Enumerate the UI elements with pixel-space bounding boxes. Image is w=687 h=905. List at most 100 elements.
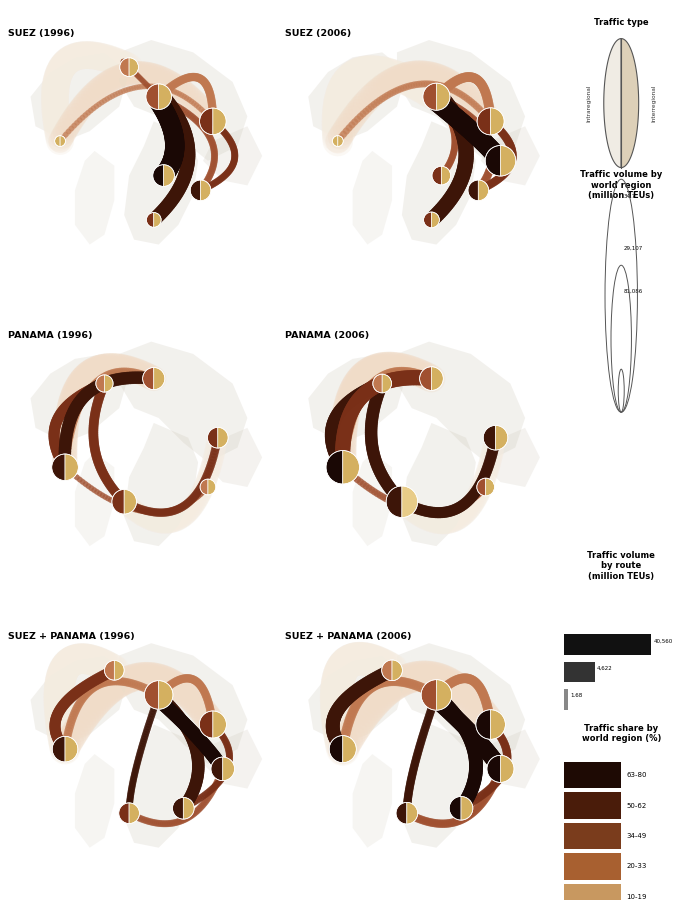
Polygon shape: [30, 52, 129, 141]
Wedge shape: [461, 796, 473, 820]
Wedge shape: [104, 375, 113, 392]
Wedge shape: [326, 451, 343, 484]
Polygon shape: [621, 39, 639, 167]
Wedge shape: [382, 374, 392, 393]
Wedge shape: [190, 180, 201, 201]
Wedge shape: [199, 711, 213, 738]
Wedge shape: [477, 478, 486, 496]
Polygon shape: [203, 127, 262, 186]
Wedge shape: [65, 454, 78, 481]
Wedge shape: [487, 756, 500, 783]
Wedge shape: [104, 661, 114, 681]
Wedge shape: [146, 213, 154, 227]
Wedge shape: [213, 108, 226, 135]
Polygon shape: [75, 452, 114, 546]
Wedge shape: [208, 479, 216, 495]
Text: 40,560: 40,560: [653, 638, 673, 643]
Wedge shape: [431, 367, 443, 390]
Polygon shape: [75, 151, 114, 244]
Polygon shape: [397, 643, 525, 764]
Wedge shape: [441, 167, 451, 185]
Polygon shape: [30, 655, 129, 744]
Bar: [564, 883, 621, 905]
Text: Intraregional: Intraregional: [586, 84, 592, 122]
Polygon shape: [352, 151, 392, 244]
Wedge shape: [159, 84, 172, 110]
Text: Traffic share by
world region (%): Traffic share by world region (%): [581, 724, 661, 743]
Wedge shape: [129, 803, 139, 824]
Wedge shape: [96, 375, 104, 392]
Polygon shape: [124, 121, 198, 244]
Wedge shape: [129, 58, 139, 77]
Bar: [564, 634, 651, 654]
Text: Traffic type: Traffic type: [594, 18, 649, 27]
Wedge shape: [200, 479, 208, 495]
Wedge shape: [329, 736, 343, 763]
Polygon shape: [203, 428, 262, 487]
Polygon shape: [402, 423, 476, 546]
Text: 34-49: 34-49: [627, 833, 646, 839]
Wedge shape: [343, 451, 359, 484]
Wedge shape: [495, 425, 508, 450]
Polygon shape: [120, 40, 247, 161]
Polygon shape: [481, 127, 540, 186]
Wedge shape: [421, 680, 436, 710]
Wedge shape: [343, 736, 357, 763]
Bar: [564, 853, 621, 880]
Text: SUEZ (1996): SUEZ (1996): [8, 29, 74, 38]
Bar: [564, 792, 621, 819]
Polygon shape: [397, 40, 525, 161]
Wedge shape: [449, 796, 461, 820]
Wedge shape: [333, 136, 338, 147]
Bar: [564, 662, 594, 682]
Wedge shape: [114, 661, 124, 681]
Wedge shape: [402, 486, 418, 518]
Polygon shape: [308, 655, 407, 744]
Wedge shape: [144, 681, 159, 710]
Text: 1.68: 1.68: [570, 693, 583, 699]
Text: 34.7: 34.7: [624, 194, 636, 199]
Wedge shape: [423, 83, 436, 110]
Polygon shape: [397, 341, 525, 462]
Text: SUEZ (2006): SUEZ (2006): [285, 29, 352, 38]
Text: 63-80: 63-80: [627, 772, 646, 778]
Wedge shape: [154, 367, 165, 390]
Text: 10-19: 10-19: [627, 894, 646, 900]
Bar: [564, 690, 568, 710]
Polygon shape: [124, 725, 198, 848]
Wedge shape: [392, 660, 403, 681]
Bar: [564, 762, 621, 788]
Wedge shape: [407, 803, 418, 824]
Wedge shape: [491, 108, 504, 135]
Text: 81,086: 81,086: [624, 289, 643, 294]
Wedge shape: [201, 180, 211, 201]
Polygon shape: [30, 354, 129, 443]
Text: PANAMA (2006): PANAMA (2006): [285, 330, 370, 339]
Wedge shape: [432, 167, 441, 185]
Text: 29,107: 29,107: [624, 246, 643, 251]
Text: 4,622: 4,622: [597, 666, 613, 671]
Text: Traffic volume
by route
(million TEUs): Traffic volume by route (million TEUs): [587, 551, 655, 581]
Text: 50-62: 50-62: [627, 803, 646, 808]
Text: Interregional: Interregional: [651, 84, 656, 122]
Wedge shape: [164, 165, 174, 186]
Wedge shape: [476, 710, 491, 739]
Polygon shape: [352, 452, 392, 546]
Wedge shape: [485, 146, 500, 176]
Polygon shape: [481, 729, 540, 788]
Wedge shape: [183, 797, 194, 819]
Polygon shape: [203, 729, 262, 788]
Wedge shape: [500, 756, 514, 783]
Wedge shape: [120, 58, 129, 77]
Wedge shape: [55, 136, 60, 147]
Polygon shape: [308, 354, 407, 443]
Text: SUEZ + PANAMA (2006): SUEZ + PANAMA (2006): [285, 633, 412, 642]
Wedge shape: [211, 757, 223, 781]
Polygon shape: [120, 643, 247, 764]
Text: PANAMA (1996): PANAMA (1996): [8, 330, 92, 339]
Wedge shape: [478, 180, 488, 201]
Wedge shape: [112, 490, 124, 514]
Wedge shape: [52, 454, 65, 481]
Bar: [564, 823, 621, 850]
Text: Traffic volume by
world region
(million TEUs): Traffic volume by world region (million …: [580, 170, 662, 200]
